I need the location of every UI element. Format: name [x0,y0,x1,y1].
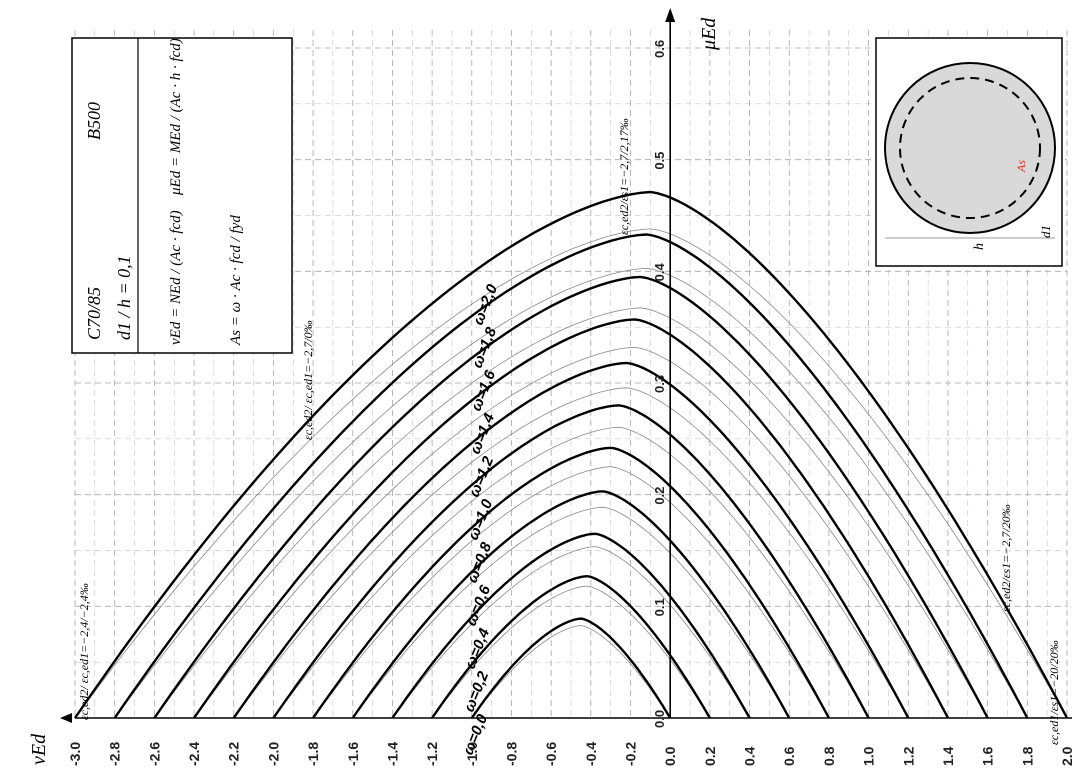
x-axis-title: vEd [28,733,50,765]
y-tick-label: 0.0 [652,710,667,728]
y-tick-label: 0.4 [652,262,667,281]
d1-label: d1 [1038,225,1053,238]
reference-curve [392,546,750,719]
x-tick-label: -1.0 [464,742,480,766]
omega-curve [351,490,791,719]
y-axis-title: μEd [698,17,720,51]
x-tick-label: -3.0 [67,742,83,766]
x-tick-label: -2.8 [107,742,123,766]
omega-curve [391,532,751,719]
x-tick-label: -0.4 [583,742,599,766]
axes [60,8,1072,723]
reference-curve [471,625,671,719]
y-tick-label: 0.6 [652,40,667,58]
y-tick-label: 0.3 [652,375,667,393]
mu-formula: μEd = MEd / (Ac · h · fcd) [168,38,184,196]
x-tick-label: 0.2 [702,746,718,766]
x-tick-label: -2.4 [186,742,202,766]
x-tick-label: -0.8 [503,742,519,766]
as-label: As [1014,160,1028,173]
x-tick-label: -2.2 [226,742,242,766]
x-tick-label: 1.8 [1019,746,1035,766]
y-axis-arrow [665,8,676,22]
omega-curve [312,446,830,719]
strain-annotation-mid: εc,ed2/ εc,ed1=−2,7/0‰ [301,320,315,440]
omega-curve [272,404,870,719]
x-tick-label: 2.0 [1059,746,1075,766]
x-tick-label: -1.2 [424,742,440,766]
x-tick-label: -1.8 [305,742,321,766]
strain-annotation-top: εc,ed2/εs1=−2,7/2,17‰ [617,118,631,235]
omega-curve [113,233,1029,719]
x-tick-label: -1.6 [345,742,361,766]
x-tick-label: 0.0 [662,746,678,766]
omega-curve [74,190,1069,719]
x-tick-label: -1.4 [384,742,400,766]
x-tick-label: -2.6 [146,742,162,766]
reference-curve [114,267,1028,719]
x-axis-arrow [60,713,72,723]
d1-ratio: d1 / h = 0,1 [114,255,134,340]
x-tick-label: 0.4 [742,746,758,766]
y-tick-label: 0.5 [652,152,667,170]
reference-curve [273,426,869,719]
as-formula: As = ω · Ac · fcd / fyd [228,215,244,346]
omega-curve [193,318,950,719]
strain-annotation-left: εc,ed2/ εc,ed1=−2,4/−2,4‰ [77,583,91,720]
omega-curve [470,617,672,719]
reference-curve [193,346,949,719]
reference-curves [74,228,1068,719]
x-tick-label: -0.2 [623,742,639,766]
reference-curve [431,585,711,719]
omega-curve [431,574,711,719]
strain-annotation-right-low: εc,ed1/εs1=−20/20‰ [1047,640,1061,745]
curve-label: ω=0,4 [462,625,494,671]
curve-label: ω=1,8 [469,324,501,370]
h-label: h [972,243,987,250]
reference-curve [74,228,1068,719]
cross-section: As h d1 [875,37,1063,267]
x-tick-label: 0.8 [821,746,837,766]
omega-curve [232,361,910,719]
x-tick-label: -2.0 [265,742,281,766]
x-tick-label: 1.4 [940,746,956,766]
concrete-class: C70/85 [84,287,104,340]
nu-formula: vEd = NEd / (Ac · fcd) [168,210,184,345]
x-tick-label: 0.6 [781,746,797,766]
curve-label: ω=0,6 [463,582,495,628]
info-box: C70/85 B500 d1 / h = 0,1 vEd = NEd / (Ac… [71,37,293,354]
curve-label: ω=0,8 [464,539,496,585]
reference-curve [154,307,988,719]
steel-class: B500 [84,102,104,140]
tick-labels: -3.0 -2.8 -2.6 -2.4 -2.2 -2.0 -1.8 -1.6 -1.4 -1.2… [67,40,1075,766]
strain-annotation-right-mid: εc,ed2/εs1=−2,7/20‰ [999,504,1013,612]
reference-curve [312,466,830,719]
x-tick-label: 1.2 [900,746,916,766]
x-tick-label: -0.6 [543,742,559,766]
reference-curve [233,387,909,719]
x-tick-label: 1.0 [861,746,877,766]
curve-label: ω=2,0 [470,281,502,327]
curve-label: ω=1,2 [466,453,498,499]
x-tick-label: 1.6 [980,746,996,766]
y-tick-label: 0.1 [652,598,667,616]
reference-curve [352,506,790,719]
omega-curve [153,275,989,719]
y-tick-label: 0.2 [652,487,667,505]
